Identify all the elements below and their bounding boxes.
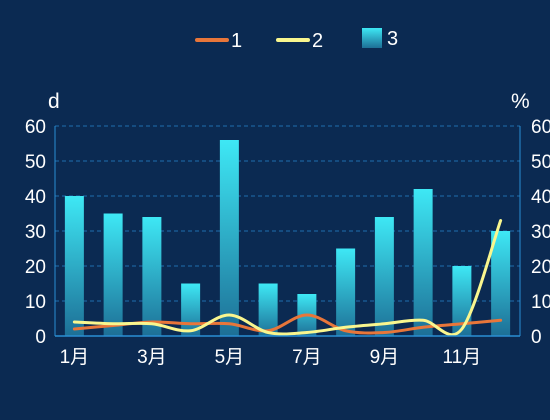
y-tick-label-left: 10 bbox=[25, 292, 46, 313]
y-tick-label-right: 10 bbox=[531, 292, 550, 313]
y-tick-label-left: 60 bbox=[25, 117, 46, 138]
legend-label: 2 bbox=[312, 30, 323, 52]
bar[interactable] bbox=[103, 213, 123, 337]
bar[interactable] bbox=[64, 196, 84, 336]
x-tick-label: 9月 bbox=[370, 347, 400, 368]
y-tick-label-right: 40 bbox=[531, 187, 550, 208]
legend-item[interactable]: 3 bbox=[362, 28, 398, 50]
y-tick-label-right: 50 bbox=[531, 152, 550, 173]
y-tick-label-left: 40 bbox=[25, 187, 46, 208]
y-tick-label-left: 20 bbox=[25, 257, 46, 278]
legend[interactable]: 1 2 3 bbox=[195, 28, 398, 52]
x-tick-label: 3月 bbox=[137, 347, 167, 368]
y-axis-right-unit: % bbox=[511, 90, 530, 113]
grid-lines bbox=[55, 125, 520, 302]
bar[interactable] bbox=[219, 140, 239, 336]
legend-item[interactable]: 1 bbox=[195, 30, 242, 52]
x-tick-label: 5月 bbox=[215, 347, 245, 368]
bar[interactable] bbox=[491, 231, 511, 336]
y-tick-label-left: 0 bbox=[35, 327, 46, 348]
y-tick-label-right: 60 bbox=[531, 117, 550, 138]
y-tick-label-right: 20 bbox=[531, 257, 550, 278]
bar[interactable] bbox=[142, 217, 162, 336]
line-series-2[interactable] bbox=[72, 219, 503, 337]
y-tick-label-right: 30 bbox=[531, 222, 550, 243]
legend-label: 3 bbox=[387, 28, 398, 50]
y-tick-label-left: 30 bbox=[25, 222, 46, 243]
bar[interactable] bbox=[258, 283, 278, 337]
legend-label: 1 bbox=[231, 30, 242, 52]
axes: 0 0 10 10 20 20 30 30 40 40 50 50 60 60 1月 3月 5月 7月 9月 11月 bbox=[25, 117, 550, 368]
x-tick-label: 7月 bbox=[292, 347, 322, 368]
y-tick-label-right: 0 bbox=[531, 327, 542, 348]
x-tick-label: 11月 bbox=[443, 347, 482, 368]
bar[interactable] bbox=[336, 248, 356, 337]
legend-swatch bbox=[362, 28, 382, 48]
y-tick-label-left: 50 bbox=[25, 152, 46, 173]
bar[interactable] bbox=[413, 189, 433, 336]
bar-series bbox=[64, 140, 511, 337]
bar[interactable] bbox=[374, 217, 394, 336]
legend-item[interactable]: 2 bbox=[276, 30, 323, 52]
line-series bbox=[72, 219, 503, 337]
x-tick-label: 1月 bbox=[60, 347, 90, 368]
y-axis-left-unit: d bbox=[48, 90, 60, 113]
